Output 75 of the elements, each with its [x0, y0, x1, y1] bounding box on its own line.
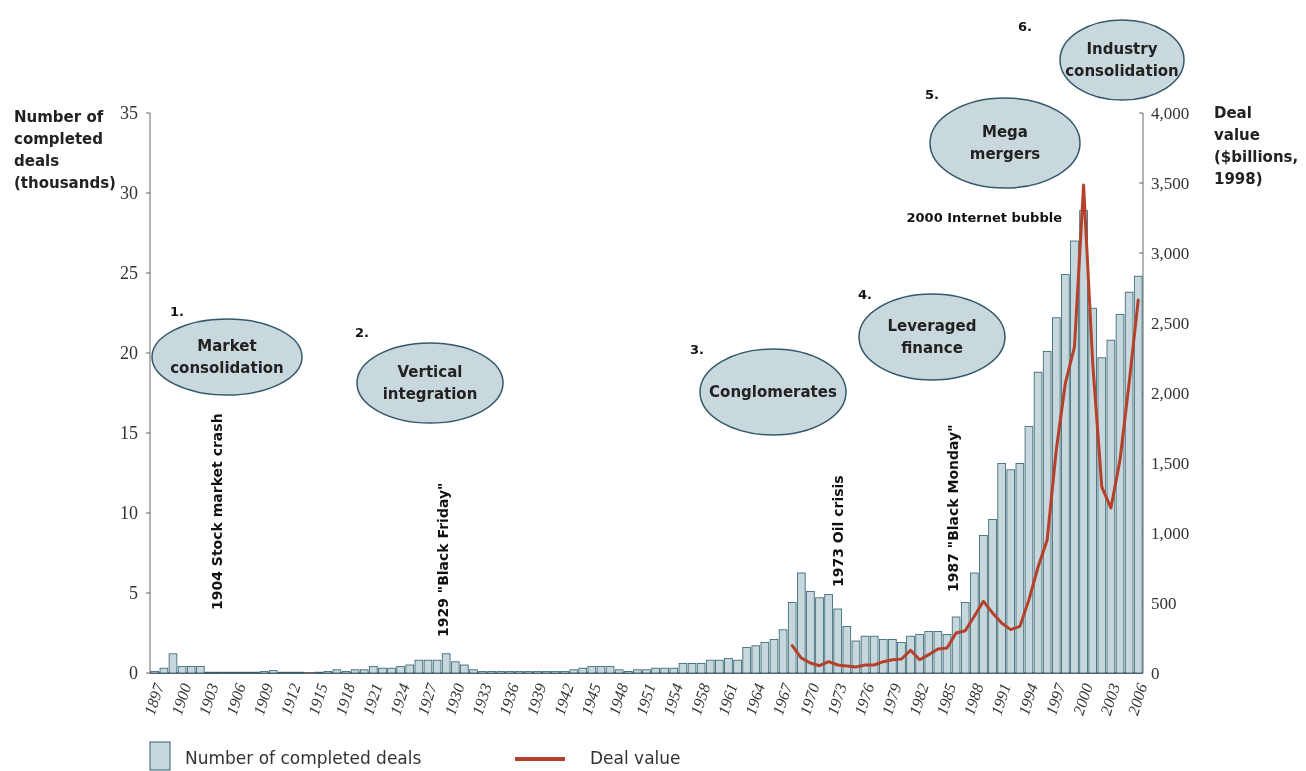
- x-tick-label: 1954: [659, 681, 686, 718]
- annotation: 1987 "Black Monday": [945, 424, 961, 592]
- annotation: 4.: [858, 287, 872, 302]
- x-tick-label: 1951: [632, 681, 659, 718]
- x-tick-label: 2003: [1097, 681, 1124, 718]
- annotation: 1973 Oil crisis: [830, 475, 846, 587]
- annotation: Mega mergers: [969, 123, 1041, 164]
- text: 5.: [925, 87, 939, 102]
- x-tick-label: 1912: [277, 681, 304, 718]
- x-tick-label: 1970: [796, 681, 823, 718]
- y2-tick-label: 0: [1151, 663, 1160, 683]
- text: 6.: [1018, 19, 1032, 34]
- y2-tick-label: 3,500: [1151, 173, 1190, 193]
- x-tick-label: 1915: [304, 681, 331, 718]
- x-tick-label: 1976: [851, 681, 878, 718]
- x-tick-label: 1942: [550, 681, 577, 718]
- x-tick-label: 1958: [687, 681, 714, 718]
- annotation: Conglomerates: [709, 383, 837, 402]
- annotation: 2000 Internet bubble: [906, 210, 1063, 225]
- annotation: Market consolidation: [170, 337, 284, 378]
- x-tick-label: 1933: [468, 681, 495, 718]
- y-tick-label: 30: [120, 183, 138, 204]
- x-tick-label: 1997: [1042, 680, 1069, 718]
- x-tick-label: 1897: [140, 680, 168, 718]
- annotation: 3.: [690, 342, 704, 357]
- y-axis-title: Number of completed deals (thousands): [14, 108, 116, 192]
- y-tick-label: 5: [129, 583, 138, 604]
- x-tick-label: 1961: [714, 681, 741, 718]
- y2-tick-label: 2,500: [1151, 313, 1190, 333]
- x-tick-label: 1967: [769, 680, 796, 718]
- x-tick-label: 1994: [1015, 681, 1042, 718]
- annotation: 2.: [355, 325, 369, 340]
- y2-tick-label: 500: [1151, 593, 1177, 613]
- x-tick-label: 1930: [441, 681, 468, 718]
- x-tick-label: 1900: [168, 681, 195, 718]
- x-tick-label: 1945: [577, 681, 605, 718]
- x-tick-label: 1948: [605, 681, 632, 718]
- y-tick-label: 20: [120, 343, 138, 364]
- x-tick-label: 2000: [1069, 681, 1096, 718]
- y2-tick-label: 2,000: [1151, 383, 1190, 403]
- x-tick-label: 1973: [823, 681, 850, 718]
- legend-label: Deal value: [590, 748, 681, 768]
- annotation: 1.: [170, 304, 184, 319]
- x-tick-label: 1906: [222, 681, 249, 718]
- x-tick-label: 1903: [195, 681, 222, 718]
- x-tick-label: 1988: [960, 681, 987, 718]
- y-tick-label: 10: [120, 503, 138, 524]
- x-tick-label: 1979: [878, 681, 905, 718]
- annotation: 1904 Stock market crash: [209, 413, 225, 610]
- annotation: Leveraged finance: [887, 317, 977, 358]
- x-tick-label: 1964: [741, 681, 768, 718]
- x-tick-label: 1985: [933, 681, 960, 718]
- y2-tick-label: 3,000: [1151, 243, 1190, 263]
- x-tick-label: 1927: [414, 680, 441, 718]
- x-tick-label: 2006: [1124, 681, 1151, 718]
- x-tick-label: 1921: [359, 681, 386, 718]
- x-tick-label: 1924: [386, 681, 413, 718]
- annotation: Vertical integration: [382, 363, 478, 404]
- y2-axis-title: Deal value ($billions, 1998): [1214, 104, 1299, 188]
- y-tick-label: 35: [120, 103, 138, 124]
- legend-label: Number of completed deals: [185, 748, 422, 768]
- x-tick-label: 1918: [332, 681, 359, 718]
- y-tick-label: 25: [120, 263, 138, 284]
- y2-tick-label: 1,500: [1151, 453, 1190, 473]
- x-tick-label: 1939: [523, 681, 550, 718]
- x-tick-label: 1909: [250, 681, 277, 718]
- x-tick-label: 1991: [987, 681, 1014, 718]
- annotation: 1929 "Black Friday": [435, 482, 451, 637]
- y2-tick-label: 4,000: [1151, 103, 1190, 123]
- text: Industry consolidation: [1065, 40, 1179, 81]
- y2-tick-label: 1,000: [1151, 523, 1190, 543]
- y-tick-label: 15: [120, 423, 138, 444]
- y-tick-label: 0: [129, 663, 138, 684]
- x-tick-label: 1982: [905, 681, 932, 718]
- x-tick-label: 1936: [496, 681, 523, 718]
